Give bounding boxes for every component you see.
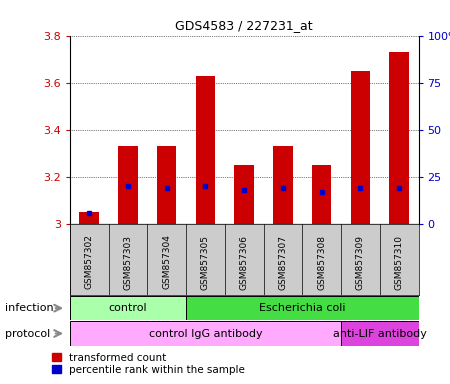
Bar	[70, 321, 341, 346]
Bar	[186, 296, 419, 320]
Bar	[157, 146, 176, 224]
Bar	[389, 52, 409, 224]
Text: GSM857306: GSM857306	[239, 235, 248, 290]
Text: Escherichia coli: Escherichia coli	[259, 303, 346, 313]
Legend: transformed count, percentile rank within the sample: transformed count, percentile rank withi…	[53, 353, 245, 375]
Text: protocol: protocol	[4, 328, 50, 339]
Bar	[312, 165, 331, 224]
Bar	[118, 146, 138, 224]
Text: GSM857307: GSM857307	[279, 235, 288, 290]
Text: GSM857309: GSM857309	[356, 235, 365, 290]
Bar	[341, 321, 419, 346]
Text: GSM857303: GSM857303	[123, 235, 132, 290]
Bar	[351, 71, 370, 224]
Bar	[196, 76, 215, 224]
Title: GDS4583 / 227231_at: GDS4583 / 227231_at	[176, 19, 313, 32]
Text: infection: infection	[4, 303, 53, 313]
Bar	[70, 296, 186, 320]
Text: anti-LIF antibody: anti-LIF antibody	[333, 328, 427, 339]
Bar	[80, 212, 99, 224]
Text: control IgG antibody: control IgG antibody	[148, 328, 262, 339]
Text: GSM857304: GSM857304	[162, 235, 171, 290]
Bar	[273, 146, 292, 224]
Text: GSM857305: GSM857305	[201, 235, 210, 290]
Text: GSM857310: GSM857310	[395, 235, 404, 290]
Text: GSM857302: GSM857302	[85, 235, 94, 290]
Text: GSM857308: GSM857308	[317, 235, 326, 290]
Bar	[234, 165, 254, 224]
Text: control: control	[108, 303, 147, 313]
